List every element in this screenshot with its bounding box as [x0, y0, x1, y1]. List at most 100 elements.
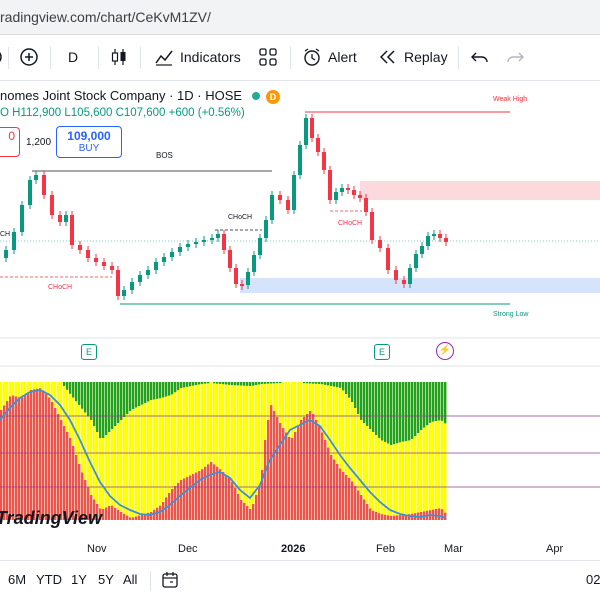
oscillator-bar	[420, 382, 423, 430]
toolbar-divider	[98, 47, 99, 69]
oscillator-bar	[438, 508, 441, 520]
oscillator-bar	[120, 382, 123, 520]
oscillator-bar	[381, 514, 384, 520]
toolbar-divider	[458, 47, 459, 69]
oscillator-bar	[306, 382, 309, 384]
oscillator-bar	[294, 432, 297, 520]
buy-button[interactable]: 109,000 BUY	[56, 126, 122, 158]
oscillator-bar	[423, 382, 426, 428]
candle-body	[86, 250, 90, 258]
oscillator-bar	[318, 426, 321, 520]
redo-button[interactable]	[505, 43, 525, 71]
sell-price: 0	[8, 129, 15, 143]
browser-address-bar[interactable]: radingview.com/chart/CeKvM1ZV/	[0, 0, 600, 35]
oscillator-bar	[6, 401, 9, 520]
oscillator-bar	[78, 464, 81, 520]
oscillator-bar	[129, 382, 132, 411]
oscillator-bar	[342, 382, 345, 520]
oscillator-bar	[213, 382, 216, 520]
oscillator-bar	[330, 382, 333, 386]
earnings-marker[interactable]: E	[374, 344, 390, 360]
oscillator-bar	[144, 513, 147, 520]
interval-button[interactable]: D	[68, 49, 79, 65]
oscillator-bar	[123, 513, 126, 520]
oscillator-bar	[129, 517, 132, 520]
indicators-button[interactable]: Indicators	[154, 43, 241, 71]
flash-event-icon[interactable]: ⚡	[436, 342, 454, 360]
earnings-marker[interactable]: E	[81, 344, 97, 360]
oscillator-bar	[414, 382, 417, 520]
oscillator-bar	[354, 486, 357, 520]
oscillator-bar	[438, 382, 441, 421]
oscillator-bar	[261, 382, 264, 384]
oscillator-bar	[114, 507, 117, 520]
alarm-clock-icon	[304, 48, 320, 66]
chart-type-button[interactable]	[110, 43, 128, 71]
oscillator-bar	[189, 382, 192, 520]
oscillator-bar	[438, 382, 441, 520]
candle-body	[202, 240, 206, 242]
candle-body	[402, 280, 406, 284]
replay-button[interactable]: Replay	[378, 43, 448, 71]
oscillator-bar	[75, 382, 78, 402]
oscillator-bar	[222, 382, 225, 520]
oscillator-bar	[219, 382, 222, 520]
candle-body	[334, 192, 338, 200]
timeframe-1y[interactable]: 1Y	[71, 572, 87, 587]
oscillator-bar	[249, 509, 252, 520]
oscillator-bar	[252, 382, 255, 386]
undo-button[interactable]	[470, 43, 490, 71]
oscillator-bar	[315, 382, 318, 384]
timeframe-5y[interactable]: 5Y	[98, 572, 114, 587]
oscillator-bar	[339, 382, 342, 388]
timeframe-all[interactable]: All	[123, 572, 138, 587]
oscillator-bar	[258, 382, 261, 520]
oscillator-bar	[222, 472, 225, 520]
oscillator-bar	[105, 382, 108, 520]
candle-body	[110, 266, 114, 270]
oscillator-bar	[348, 382, 351, 520]
oscillator-bar	[75, 382, 78, 520]
layouts-button[interactable]	[258, 43, 278, 71]
date-range-icon[interactable]	[161, 570, 181, 590]
candle-body	[386, 248, 390, 270]
candle-body	[228, 250, 232, 268]
oscillator-bar	[240, 382, 243, 386]
candle-body	[298, 145, 302, 175]
choch-label-mid: CHoCH	[228, 214, 253, 221]
oscillator-bar	[186, 382, 189, 520]
alert-button[interactable]: Alert	[302, 43, 357, 71]
oscillator-bar	[84, 382, 87, 413]
change-value: +600 (+0.56%)	[168, 107, 245, 119]
tradingview-watermark: TradingView	[0, 508, 103, 528]
oscillator-line	[0, 389, 447, 519]
demand-zone	[240, 278, 600, 293]
choch-label-left: CHoCH	[48, 284, 73, 291]
chart-area[interactable]	[0, 80, 600, 535]
candle-body	[310, 118, 314, 138]
candle-body	[20, 205, 24, 232]
oscillator-bar	[141, 382, 144, 405]
oscillator-bar	[207, 382, 210, 384]
alert-label: Alert	[328, 49, 357, 65]
oscillator-bar	[237, 382, 240, 520]
oscillator-bar	[273, 411, 276, 520]
oscillator-bar	[279, 423, 282, 520]
oscillator-bar	[252, 382, 255, 520]
candle-body	[210, 238, 214, 240]
oscillator-bar	[198, 382, 201, 385]
oscillator-bar	[339, 468, 342, 520]
oscillator-bar	[225, 382, 228, 385]
symbol-search-button[interactable]	[0, 43, 6, 71]
sell-button[interactable]: 0	[0, 127, 20, 157]
low-value: L105,600	[64, 107, 113, 119]
spread-value: 1,200	[26, 137, 52, 148]
timeframe-ytd[interactable]: YTD	[36, 572, 62, 587]
symbol-legend[interactable]: nomes Joint Stock Company · 1D · HOSE D	[0, 88, 281, 104]
ohlc-values: O H112,900 L105,600 C107,600 +600 (+0.56…	[0, 107, 245, 119]
timeframe-6m[interactable]: 6M	[8, 572, 27, 587]
oscillator-bar	[222, 382, 225, 385]
oscillator-bar	[243, 503, 246, 520]
oscillator-bar	[396, 515, 399, 520]
compare-add-button[interactable]	[18, 43, 40, 71]
